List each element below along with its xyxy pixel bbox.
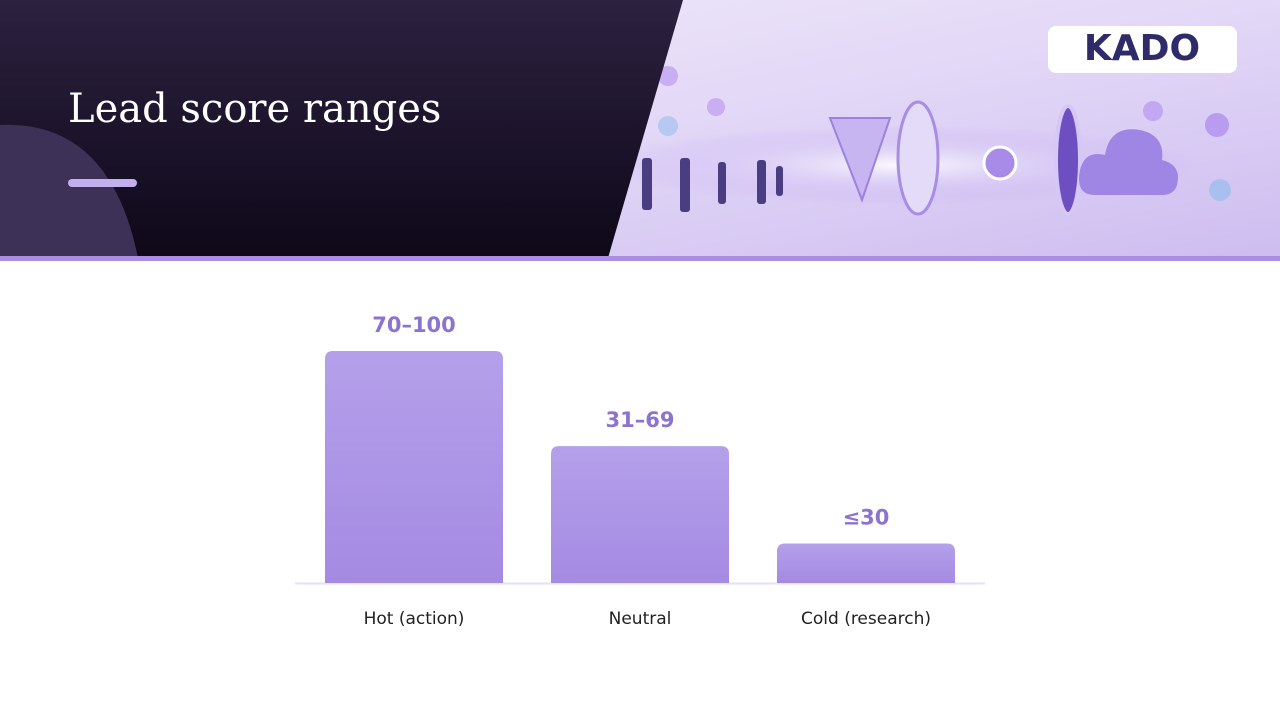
icon xyxy=(658,116,678,136)
chart: 70–100 Hot (action) 31–69 Neutral ≤30 Cold (r… xyxy=(295,313,985,629)
logo: KADO xyxy=(1084,28,1200,69)
portal xyxy=(1054,104,1082,216)
bar xyxy=(777,543,955,583)
icon xyxy=(658,66,678,86)
people xyxy=(642,158,783,212)
header: Lead score ranges KADO xyxy=(0,0,1280,261)
bar xyxy=(551,446,729,583)
decor-circle xyxy=(0,124,138,259)
funnel xyxy=(828,117,892,203)
x-tick-label: Neutral xyxy=(609,609,672,629)
x-tick-label: Hot (action) xyxy=(364,609,465,629)
icon xyxy=(1143,101,1163,121)
logo-box xyxy=(1048,26,1237,73)
icon xyxy=(982,145,1018,181)
slide-title: Lead score ranges xyxy=(68,86,441,132)
x-tick-label: Cold (research) xyxy=(801,609,931,629)
header-rule xyxy=(0,256,1280,261)
value-label: ≤30 xyxy=(843,506,890,530)
portal xyxy=(896,100,940,216)
title-underline xyxy=(68,179,137,187)
value-label: 31–69 xyxy=(606,408,675,432)
bar xyxy=(325,351,503,583)
title-panel xyxy=(0,0,683,258)
cloud xyxy=(1079,129,1178,195)
value-label: 70–100 xyxy=(372,313,456,337)
icon xyxy=(1205,113,1229,137)
icon xyxy=(1209,179,1231,201)
icon xyxy=(707,98,725,116)
